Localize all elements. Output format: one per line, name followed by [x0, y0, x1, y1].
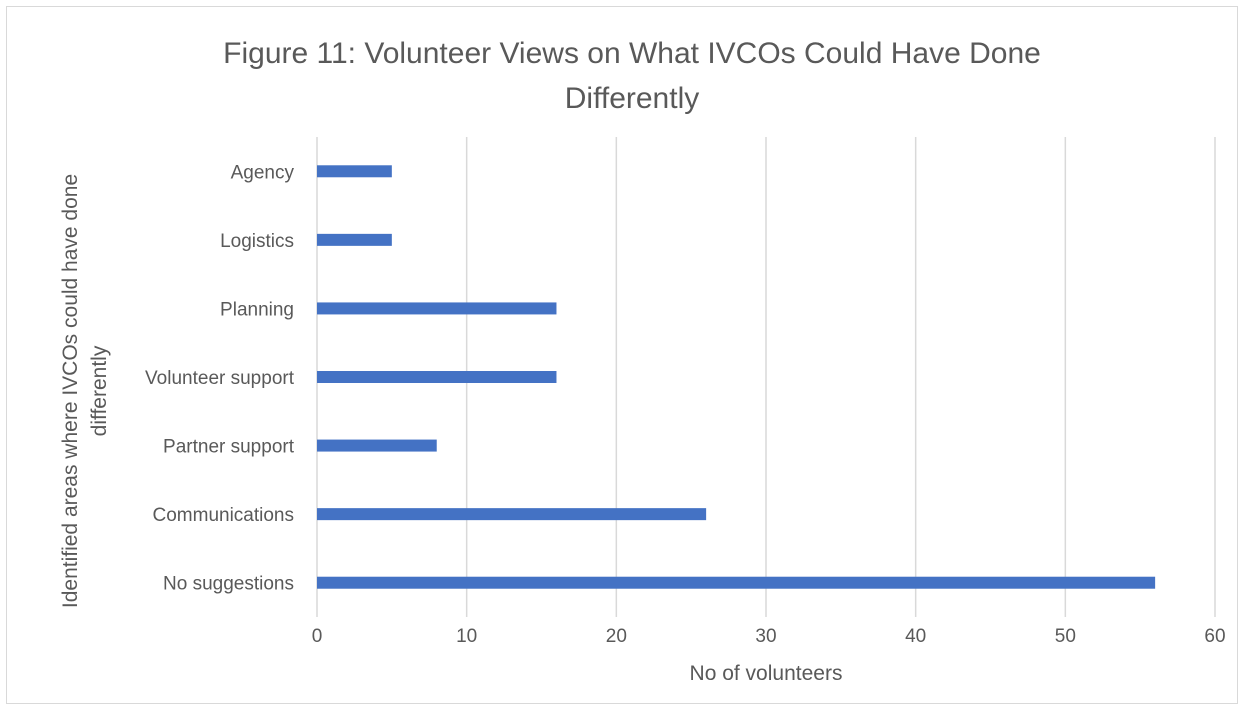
y-tick-label: Volunteer support — [145, 368, 295, 389]
y-axis-title: Identified areas where IVCOs could have … — [59, 174, 111, 608]
bar-logistics — [317, 233, 392, 246]
bar-communications — [317, 508, 707, 521]
chart-title-line-2: Differently — [565, 82, 700, 115]
gridlines — [316, 137, 1216, 617]
y-tick-label: Logistics — [220, 231, 294, 252]
y-axis-title-line-2: differently — [88, 345, 111, 436]
y-tick-label: No suggestions — [163, 574, 294, 595]
chart-title-line-1: Figure 11: Volunteer Views on What IVCOs… — [223, 37, 1041, 70]
y-tick-labels: Agency Logistics Planning Volunteer support… — [145, 162, 295, 594]
bars — [317, 165, 1156, 589]
x-tick-label: 10 — [456, 626, 477, 647]
bar-agency — [317, 165, 392, 178]
x-tick-label: 60 — [1204, 626, 1225, 647]
y-axis-title-line-1: Identified areas where IVCOs could have … — [59, 174, 82, 608]
x-tick-label: 40 — [905, 626, 926, 647]
x-tick-labels: 0 10 20 30 40 50 60 — [312, 626, 1226, 647]
y-tick-label: Agency — [231, 162, 295, 183]
y-tick-label: Planning — [220, 299, 294, 320]
x-tick-label: 0 — [312, 626, 323, 647]
x-tick-label: 50 — [1055, 626, 1076, 647]
bar-planning — [317, 302, 557, 315]
x-tick-label: 30 — [755, 626, 776, 647]
bar-volunteer-support — [317, 371, 557, 383]
bar-partner-support — [317, 439, 437, 452]
y-tick-label: Partner support — [163, 437, 295, 458]
y-tick-label: Communications — [153, 505, 295, 526]
bar-no-suggestions — [317, 576, 1156, 589]
x-tick-label: 20 — [606, 626, 627, 647]
x-axis-title: No of volunteers — [690, 662, 843, 685]
